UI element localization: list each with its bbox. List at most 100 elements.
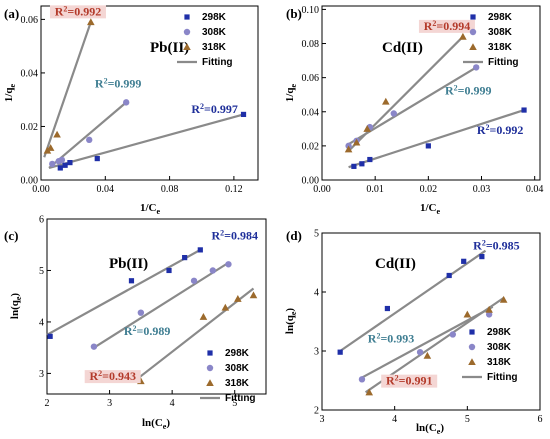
r2-highlight: [418, 19, 475, 33]
y-tick-label: 0.04: [302, 107, 320, 118]
x-tick-label: 2: [45, 398, 50, 409]
data-point-298K: [197, 247, 203, 253]
y-tick-label: 3: [39, 369, 44, 380]
x-axis-label: 1/Ce: [140, 202, 161, 216]
x-tick-label: 0.02: [420, 184, 438, 195]
y-tick-label: 0.06: [302, 73, 320, 84]
x-tick-label: 0.08: [161, 184, 179, 195]
legend-label: 308K: [225, 363, 250, 374]
data-point-318K: [382, 97, 390, 105]
data-point-318K: [485, 305, 493, 313]
r2-annotation-318K: R2=0.991: [381, 374, 438, 388]
data-point-308K: [390, 110, 397, 117]
r2-highlight: [84, 370, 141, 384]
y-tick-label: 5: [39, 266, 44, 277]
x-tick-label: 0.12: [225, 184, 243, 195]
panel-label: (c): [4, 228, 18, 243]
legend-marker-318K: [468, 358, 476, 366]
r2-text: R2=0.991: [386, 374, 433, 388]
legend-marker-298K: [469, 329, 475, 335]
y-tick-label: 4: [39, 317, 44, 328]
y-axis-label: 1/qe: [284, 83, 298, 102]
y-axis-label: ln(qe): [284, 308, 298, 335]
data-point-318K: [53, 130, 61, 138]
r2-annotation-298K: R2=0.984: [211, 229, 258, 243]
x-axis-label: 1/Ce: [420, 202, 441, 216]
data-point-308K: [90, 343, 98, 350]
data-point-298K: [359, 161, 365, 167]
r2-annotation-308K: R2=0.993: [368, 332, 415, 346]
r2-annotation-298K: R2=0.997: [191, 102, 238, 116]
fit-line-318K: [347, 35, 464, 152]
fit-line-318K: [137, 287, 255, 380]
legend-label: 298K: [488, 12, 513, 23]
data-point-298K: [57, 165, 63, 171]
legend-marker-318K: [206, 379, 214, 387]
r2-annotation-308K: R2=0.999: [445, 84, 492, 98]
x-tick-label: 5: [232, 398, 237, 409]
data-point-298K: [166, 267, 172, 274]
legend-marker-318K: [469, 43, 477, 51]
legend-marker-298K: [184, 14, 190, 20]
y-tick-label: 6: [39, 215, 44, 226]
data-point-308K: [449, 331, 456, 338]
chart-title: Pb(II): [150, 40, 189, 56]
r2-text: R2=0.999: [95, 77, 142, 91]
chart-title: Cd(II): [375, 256, 416, 272]
x-tick-label: 4: [170, 398, 175, 409]
data-point-298K: [461, 258, 467, 264]
data-point-308K: [122, 99, 130, 106]
y-axis-label: ln(qe): [9, 293, 23, 320]
data-point-308K: [190, 277, 198, 284]
r2-text: R2=0.989: [124, 324, 171, 338]
data-point-318K: [221, 303, 230, 311]
data-point-298K: [47, 333, 53, 339]
x-tick-label: 0.04: [526, 184, 544, 195]
data-point-318K: [459, 32, 467, 40]
x-tick-label: 3: [107, 398, 112, 409]
panel-label: (b): [286, 6, 302, 21]
y-tick-label: 4: [314, 288, 319, 299]
data-point-318K: [87, 18, 95, 26]
r2-annotation-298K: R2=0.992: [477, 123, 524, 137]
fit-line-298K: [339, 249, 487, 352]
r2-text: R2=0.985: [473, 239, 520, 253]
data-point-308K: [58, 156, 66, 164]
data-point-308K: [137, 309, 145, 316]
legend: 298K 308K 318K Fitting: [462, 327, 518, 383]
r2-text: R2=0.992: [477, 123, 524, 137]
plot-frame: [40, 5, 259, 181]
panel-label: (d): [286, 228, 302, 243]
r2-text: R2=0.943: [89, 369, 136, 383]
legend-marker-298K: [207, 350, 213, 356]
plot-frame: [321, 232, 541, 411]
data-point-298K: [337, 349, 343, 355]
data-point-308K: [485, 311, 493, 318]
legend-marker-298K: [470, 14, 476, 20]
y-axis-label: 1/qe: [3, 83, 17, 102]
r2-text: R2=0.997: [191, 102, 238, 116]
x-tick-label: 0.01: [366, 184, 384, 195]
data-point-318K: [363, 125, 371, 132]
data-point-318K: [365, 388, 374, 396]
x-tick-label: 0.00: [313, 184, 331, 195]
r2-annotation-308K: R2=0.999: [95, 77, 142, 91]
plot-frame: [46, 218, 267, 395]
legend-label: Fitting: [225, 393, 256, 404]
legend-label: Fitting: [488, 57, 519, 68]
panel-label: (a): [4, 6, 19, 21]
r2-highlight: [381, 374, 438, 388]
data-point-298K: [521, 107, 527, 113]
legend-label: 308K: [202, 27, 227, 38]
y-tick-label: 0.00: [21, 176, 39, 187]
r2-annotation-318K: R2=0.943: [84, 369, 141, 384]
x-tick-label: 0.04: [97, 184, 115, 195]
data-point-298K: [94, 155, 100, 162]
legend-marker-308K: [468, 343, 476, 351]
fit-line-308K: [361, 305, 494, 379]
legend-label: 308K: [487, 342, 512, 353]
x-tick-label: 5: [465, 414, 470, 425]
y-tick-label: 0.02: [21, 122, 39, 133]
data-point-298K: [367, 156, 373, 163]
y-tick-label: 5: [314, 229, 319, 240]
